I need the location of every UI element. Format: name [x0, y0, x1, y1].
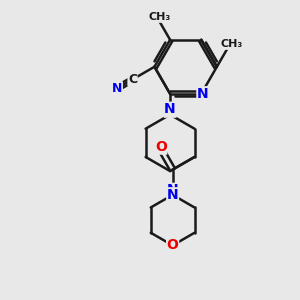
- Text: N: N: [112, 82, 122, 95]
- Text: N: N: [164, 103, 176, 117]
- Text: N: N: [197, 87, 208, 101]
- Text: N: N: [164, 102, 176, 116]
- Text: CH₃: CH₃: [220, 39, 243, 49]
- Text: O: O: [167, 238, 178, 252]
- Text: C: C: [128, 73, 137, 86]
- Text: O: O: [155, 140, 167, 154]
- Text: N: N: [167, 183, 178, 197]
- Text: N: N: [167, 188, 178, 202]
- Text: CH₃: CH₃: [148, 12, 171, 22]
